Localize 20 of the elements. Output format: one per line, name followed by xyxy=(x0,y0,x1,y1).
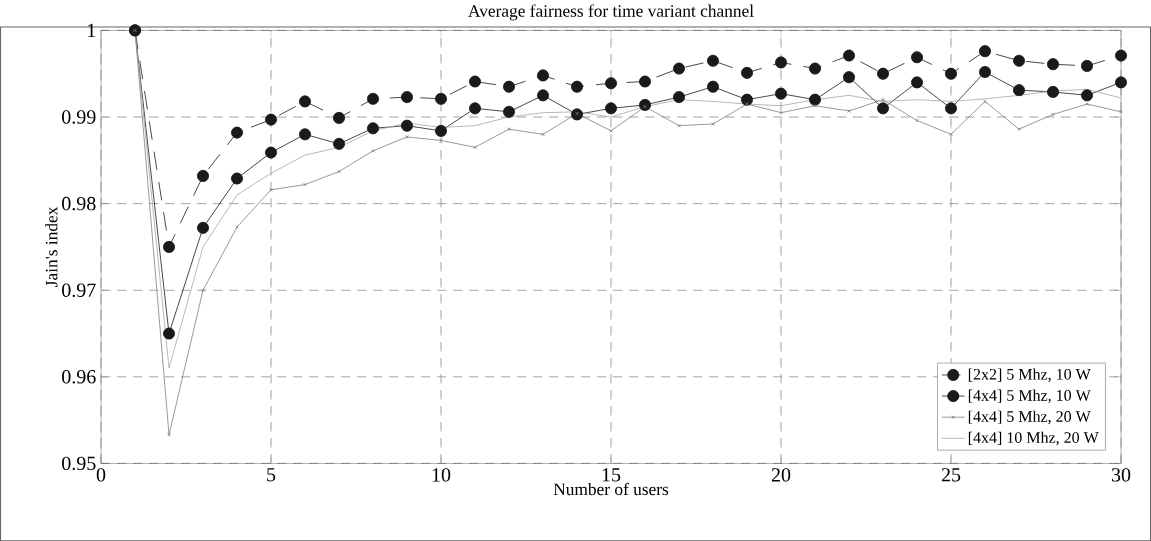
x-tick-label: 15 xyxy=(602,467,621,482)
legend-label: [4x4] 10 Mhz, 20 W xyxy=(968,431,1099,446)
legend-label: [4x4] 5 Mhz, 10 W xyxy=(968,389,1091,403)
x-axis-title: Number of users xyxy=(553,482,669,495)
x-tick-label: 0 xyxy=(96,467,106,482)
y-tick-label: 1 xyxy=(88,23,96,37)
x-tick-label: 25 xyxy=(941,467,961,482)
y-tick-label: 0.95 xyxy=(62,456,96,471)
y-tick-label: 0.99 xyxy=(62,110,96,124)
chart-title: Average fairness for time variant channel xyxy=(468,4,754,21)
x-tick-label: 30 xyxy=(1111,467,1131,482)
y-tick-label: 0.96 xyxy=(62,369,96,384)
y-tick-label: 0.98 xyxy=(62,196,96,211)
legend-label: [4x4] 5 Mhz, 20 W xyxy=(968,410,1091,424)
legend-label: [2x2] 5 Mhz, 10 W xyxy=(968,368,1091,382)
x-tick-label: 10 xyxy=(432,467,451,482)
y-tick-label: 0.97 xyxy=(62,283,96,297)
y-axis-title: Jain's index xyxy=(45,206,58,287)
x-tick-label: 20 xyxy=(771,467,791,482)
x-tick-label: 5 xyxy=(267,467,276,482)
